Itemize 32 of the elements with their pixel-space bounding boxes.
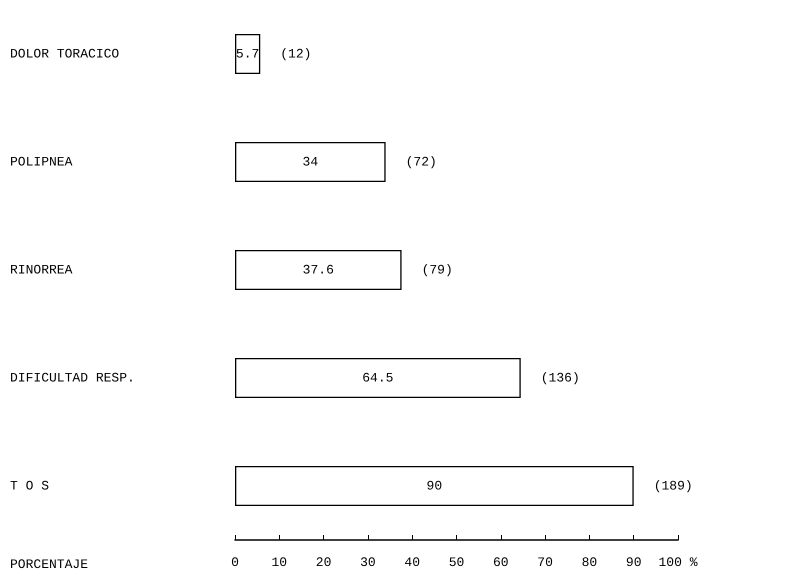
x-tick-label: 50	[448, 555, 464, 570]
y-tick-label: DIFICULTAD RESP.	[10, 370, 135, 386]
data-label: 64.5	[362, 370, 394, 386]
x-tick-label: 0	[231, 555, 239, 570]
x-tick-label: 10	[271, 555, 288, 570]
x-tick-label: 90	[626, 555, 642, 570]
x-tick-label: 40	[404, 555, 420, 570]
bar	[235, 466, 634, 506]
annotation: (136)	[540, 370, 580, 386]
y-tick-label: T O S	[10, 478, 50, 494]
data-label: 37.6	[302, 262, 334, 278]
y-tick-label: RINORREA	[10, 262, 73, 278]
y-tick-label: DOLOR TORACICO	[10, 46, 120, 62]
x-axis-title: PORCENTAJE	[10, 557, 88, 572]
bar	[235, 358, 521, 398]
annotation: (79)	[422, 262, 453, 278]
x-tick-label: 60	[492, 555, 509, 570]
annotation: (72)	[406, 154, 437, 170]
data-label: 34	[302, 154, 318, 170]
bar	[235, 250, 402, 290]
x-tick-label: 70	[537, 555, 553, 570]
annotation: (12)	[280, 46, 312, 62]
data-label: 5.7	[236, 46, 260, 62]
data-label: 90	[426, 478, 442, 494]
bar	[235, 142, 386, 182]
x-tick-label: 80	[582, 555, 598, 570]
annotation: (189)	[654, 478, 693, 494]
y-tick-label: POLIPNEA	[10, 154, 73, 170]
bar	[235, 34, 260, 74]
x-tick-label: 100 %	[658, 555, 698, 570]
x-tick-label: 20	[316, 555, 332, 570]
x-tick-label: 30	[360, 555, 376, 570]
